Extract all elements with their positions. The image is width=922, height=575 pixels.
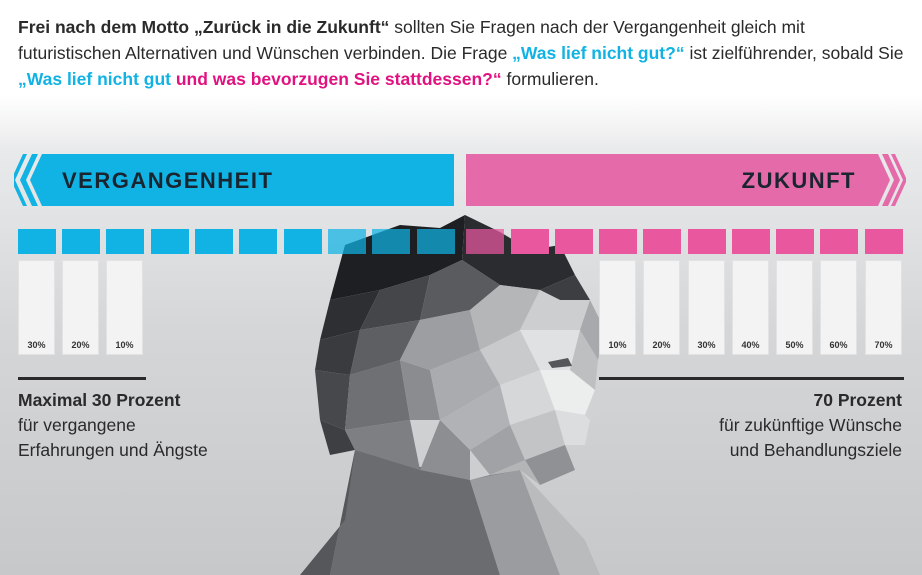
- past-banner: VERGANGENHEIT: [11, 154, 454, 206]
- past-segment: [284, 229, 322, 254]
- past-percent-label: 10%: [115, 340, 134, 350]
- future-percent-bar: 40%: [732, 260, 769, 355]
- past-segment: [151, 229, 189, 254]
- past-segment: [372, 229, 410, 254]
- past-percent-bar: 10%: [106, 260, 143, 355]
- past-banner-label: VERGANGENHEIT: [62, 168, 274, 193]
- past-segment: [195, 229, 233, 254]
- past-segment: [417, 229, 455, 254]
- past-percent-label: 20%: [71, 340, 90, 350]
- future-banner-label: ZUKUNFT: [741, 168, 856, 193]
- future-segment: [820, 229, 858, 254]
- future-segment: [776, 229, 814, 254]
- intro-text-2: ist zielführender, sobald Sie: [684, 43, 904, 63]
- past-segment: [18, 229, 56, 254]
- intro-bold-start: Frei nach dem Motto „Zurück in die Zukun…: [18, 17, 390, 37]
- intro-text-3: formulieren.: [501, 69, 599, 89]
- past-segment: [106, 229, 144, 254]
- past-caption-line-1: für vergangene: [18, 415, 136, 435]
- future-percent-bar: 30%: [688, 260, 725, 355]
- future-percent-label: 50%: [785, 340, 804, 350]
- past-percent-bar: 20%: [62, 260, 99, 355]
- future-caption-line-1: für zukünftige Wünsche: [719, 415, 902, 435]
- future-caption: 70 Prozent für zukünftige Wünsche und Be…: [719, 388, 902, 463]
- future-segment: [511, 229, 549, 254]
- intro-paragraph: Frei nach dem Motto „Zurück in die Zukun…: [18, 14, 908, 92]
- future-percent-bar: 60%: [820, 260, 857, 355]
- future-percent-bar: 20%: [643, 260, 680, 355]
- intro-text-1: sollten Sie Fragen nach der Vergangenhei…: [18, 17, 805, 63]
- past-caption: Maximal 30 Prozent für vergangene Erfahr…: [18, 388, 208, 463]
- future-banner-arrow: [466, 154, 907, 206]
- future-segment: [466, 229, 504, 254]
- past-percent-bar: 30%: [18, 260, 55, 355]
- future-percent-label: 60%: [829, 340, 848, 350]
- future-percent-bar: 50%: [776, 260, 813, 355]
- past-banner-arrow: [11, 154, 454, 206]
- future-segment: [865, 229, 903, 254]
- future-segment: [555, 229, 593, 254]
- future-percent-bar: 70%: [865, 260, 902, 355]
- past-caption-title: Maximal 30 Prozent: [18, 390, 181, 410]
- future-segment: [732, 229, 770, 254]
- future-segment: [643, 229, 681, 254]
- intro-question-2-magenta: und was bevorzugen Sie stattdessen?“: [170, 69, 502, 89]
- future-banner: ZUKUNFT: [466, 154, 907, 206]
- left-divider: [18, 377, 146, 380]
- future-caption-line-2: und Behandlungsziele: [729, 440, 902, 460]
- future-caption-title: 70 Prozent: [813, 390, 903, 410]
- future-segment: [599, 229, 637, 254]
- future-percent-bar: 10%: [599, 260, 636, 355]
- future-percent-label: 40%: [741, 340, 760, 350]
- intro-question-2-cyan: „Was lief nicht gut: [18, 69, 171, 89]
- past-percent-label: 30%: [27, 340, 46, 350]
- past-segment: [239, 229, 277, 254]
- past-caption-line-2: Erfahrungen und Ängste: [18, 440, 208, 460]
- intro-question-1: „Was lief nicht gut?“: [512, 43, 685, 63]
- past-segment: [328, 229, 366, 254]
- past-segment: [62, 229, 100, 254]
- future-percent-label: 20%: [652, 340, 671, 350]
- right-divider: [599, 377, 904, 380]
- future-percent-label: 10%: [608, 340, 627, 350]
- future-percent-label: 70%: [874, 340, 893, 350]
- future-percent-label: 30%: [697, 340, 716, 350]
- future-segment: [688, 229, 726, 254]
